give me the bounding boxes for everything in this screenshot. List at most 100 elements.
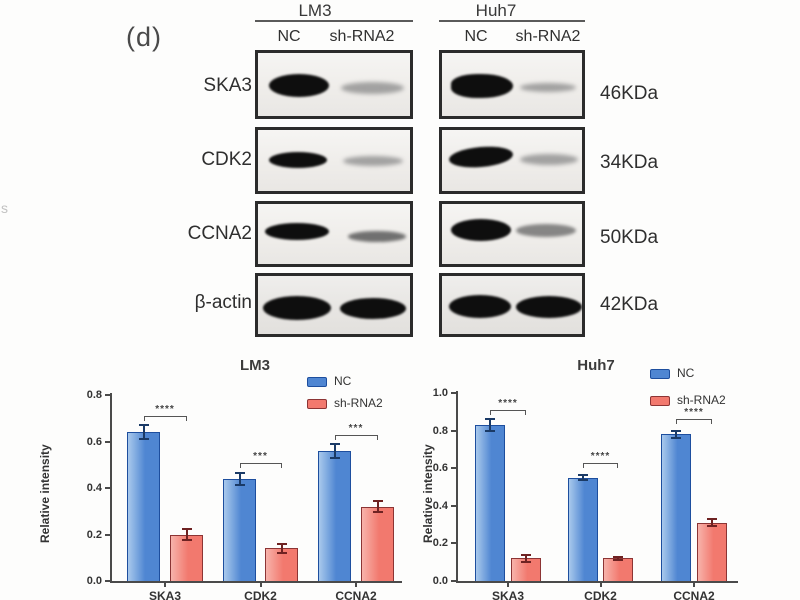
error-bar-cap-bottom: [521, 561, 531, 564]
x-category-label-ccna2: CCNA2: [335, 589, 377, 600]
blot-box-lm3-ska3: [255, 50, 413, 119]
y-tick-label: 0.6: [86, 435, 102, 448]
error-bar-cap-top: [578, 473, 588, 476]
bar-nc-ska3: [475, 424, 505, 581]
error-bar-cap-bottom: [372, 511, 383, 514]
header-underline-huh7: [439, 20, 585, 22]
cell-line-header-lm3: LM3: [298, 1, 332, 20]
significance-stars-cdk2: ***: [253, 450, 268, 462]
panel-letter: (d): [126, 22, 162, 52]
significance-bracket-ccna2: [676, 419, 712, 425]
chart-title: LM3: [240, 357, 270, 374]
error-bar-cap-bottom: [707, 525, 717, 528]
band-faint: [343, 156, 403, 166]
legend-label-sh-rna2: sh-RNA2: [334, 396, 383, 410]
blot-box-huh7-ccna2: [439, 201, 585, 267]
error-bar-cap-top: [707, 517, 717, 520]
lane-label-huh7-nc: NC: [464, 28, 488, 45]
bar-nc-ska3: [127, 432, 160, 581]
error-bar-cap-top: [671, 429, 681, 432]
error-bar-cap-bottom: [578, 479, 588, 482]
error-bar-cap-top: [181, 527, 192, 530]
bar-sh-rna2-cdk2: [603, 558, 633, 581]
chart-title: Huh7: [577, 357, 615, 374]
error-bar-line: [582, 474, 584, 481]
error-bar-cap-bottom: [671, 437, 681, 440]
significance-bracket-ska3: [490, 409, 526, 415]
error-bar-line: [280, 543, 283, 554]
y-tick: [105, 580, 110, 582]
error-bar-cap-bottom: [276, 552, 287, 555]
band-strong: [265, 223, 329, 240]
y-tick-label: 1.0: [432, 387, 448, 399]
error-bar-line: [185, 528, 188, 541]
bar-nc-cdk2: [568, 477, 598, 581]
significance-stars-ccna2: ***: [348, 422, 364, 434]
blot-box-huh7-cdk2: [439, 127, 585, 194]
band-medium: [516, 224, 576, 237]
legend-swatch-nc: [307, 377, 327, 387]
blot-box-lm3-cdk2: [255, 127, 413, 194]
error-bar-cap-top: [521, 553, 531, 556]
lane-label-lm3-nc: NC: [277, 28, 301, 45]
y-tick-label: 0.4: [86, 482, 102, 494]
blot-box-lm3-beta-actin: [255, 273, 413, 337]
x-tick: [259, 583, 262, 587]
bar-sh-rna2-ska3: [170, 534, 203, 581]
bar-nc-ccna2: [318, 450, 351, 581]
y-tick-label: 0.0: [86, 575, 102, 587]
bar-sh-rna2-ccna2: [361, 506, 394, 581]
x-tick: [355, 583, 357, 587]
y-tick: [451, 429, 456, 432]
error-bar-cap-top: [485, 418, 495, 421]
error-bar-cap-top: [234, 471, 245, 474]
bar-nc-ccna2: [661, 434, 691, 581]
y-axis: [456, 391, 458, 583]
x-category-label-cdk2: CDK2: [244, 589, 277, 600]
band-strong: [263, 296, 331, 320]
x-axis: [456, 581, 738, 583]
weight-label-42kda: 42KDa: [600, 294, 659, 315]
band-strong: [451, 74, 513, 98]
band-faint: [520, 83, 576, 92]
error-bar-line: [333, 443, 336, 458]
x-tick: [164, 583, 166, 587]
significance-stars-ccna2: ****: [684, 407, 704, 419]
y-tick: [105, 533, 110, 536]
protein-label-cdk2: CDK2: [201, 149, 252, 170]
protein-label-ska3: SKA3: [203, 75, 252, 96]
bar-chart-lm3: LM3 Relative intensity 0.0 0.2 0.4 0.6 0.8 NC sh…: [30, 355, 410, 600]
significance-stars-ska3: ****: [498, 397, 518, 409]
y-tick: [105, 440, 110, 443]
error-bar-line: [489, 419, 491, 431]
error-bar-line: [376, 500, 379, 513]
blot-box-huh7-ska3: [439, 50, 585, 119]
legend-swatch-sh-rna2: [650, 396, 670, 406]
band-strong: [451, 219, 511, 241]
lane-label-huh7-shrna2: sh-RNA2: [515, 28, 581, 45]
stray-mark: s: [1, 200, 8, 216]
weight-label-46kda: 46KDa: [600, 83, 659, 104]
blot-box-lm3-ccna2: [255, 201, 413, 267]
band-strong: [269, 152, 327, 168]
weight-label-34kda: 34KDa: [600, 152, 659, 173]
error-bar-cap-bottom: [234, 483, 245, 486]
x-category-label-cdk2: CDK2: [584, 589, 617, 600]
y-tick: [451, 504, 456, 507]
header-underline-lm3: [255, 20, 413, 22]
x-axis: [110, 581, 402, 583]
band-strong: [269, 74, 329, 97]
y-tick-label: 0.0: [432, 575, 448, 587]
x-category-label-ska3: SKA3: [148, 589, 181, 600]
band-strong: [449, 295, 511, 318]
y-tick: [105, 487, 110, 489]
cell-line-header-huh7: Huh7: [475, 1, 517, 20]
error-bar-cap-bottom: [613, 559, 623, 562]
y-tick: [105, 394, 110, 396]
legend-swatch-sh-rna2: [307, 399, 327, 409]
error-bar-cap-top: [138, 424, 149, 427]
blot-box-huh7-beta-actin: [439, 273, 585, 337]
error-bar-cap-bottom: [485, 429, 495, 432]
legend-label-nc: NC: [677, 366, 695, 380]
